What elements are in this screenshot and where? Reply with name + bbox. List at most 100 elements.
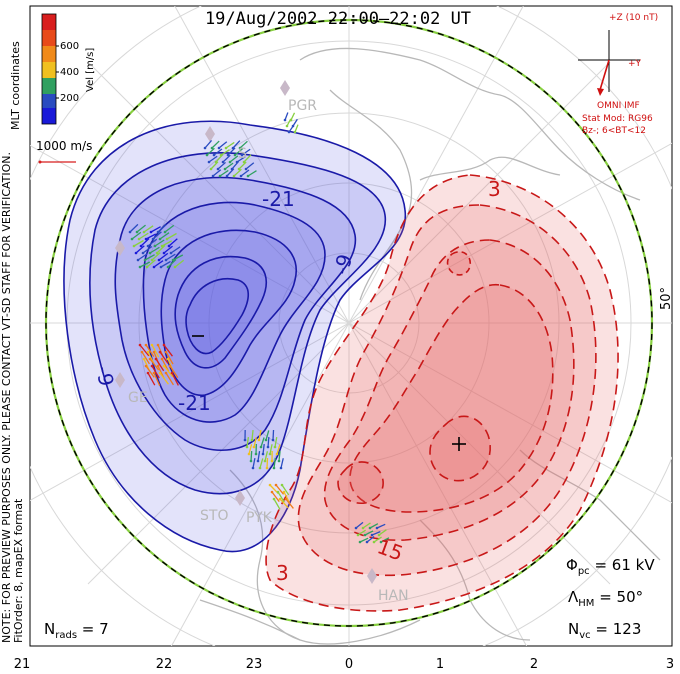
velocity-vector-origin bbox=[270, 490, 274, 494]
velocity-vector-origin bbox=[150, 364, 154, 368]
velocity-vector-origin bbox=[154, 357, 158, 361]
velocity-vector-origin bbox=[156, 230, 160, 234]
velocity-vector-origin bbox=[245, 445, 249, 449]
velocity-vector-origin bbox=[361, 526, 365, 530]
velocity-vector-origin bbox=[156, 364, 160, 368]
velocity-vector-origin bbox=[239, 174, 243, 178]
velocity-vector-origin bbox=[293, 130, 297, 134]
velocity-vector bbox=[227, 147, 236, 156]
velocity-vector-origin bbox=[164, 371, 168, 375]
velocity-vector-origin bbox=[285, 124, 289, 128]
velocity-vector bbox=[269, 444, 273, 455]
velocity-vector-origin bbox=[287, 130, 291, 134]
velocity-vector bbox=[224, 162, 234, 170]
velocity-vector-origin bbox=[368, 526, 372, 530]
imf-clock bbox=[578, 30, 640, 96]
velocity-vector-origin bbox=[256, 459, 260, 463]
velocity-vector bbox=[212, 169, 222, 177]
station-label: GE bbox=[128, 390, 148, 406]
velocity-vector bbox=[145, 365, 155, 378]
velocity-vector-origin bbox=[247, 452, 251, 456]
velocity-vector bbox=[143, 225, 154, 233]
velocity-vector bbox=[171, 372, 179, 386]
velocity-vector-origin bbox=[358, 540, 362, 544]
velocity-vector-origin bbox=[272, 466, 276, 470]
velocity-vector-origin bbox=[143, 258, 147, 262]
velocity-vector bbox=[166, 232, 177, 240]
velocity-vector-origin bbox=[354, 526, 358, 530]
velocity-vector bbox=[165, 253, 176, 261]
preview-note: NOTE: FOR PREVIEW PURPOSES ONLY. PLEASE … bbox=[0, 152, 13, 643]
velocity-vector bbox=[380, 537, 390, 543]
velocity-vector bbox=[272, 429, 275, 441]
velocity-vector bbox=[131, 231, 142, 240]
velocity-vector bbox=[251, 429, 254, 441]
velocity-vector-origin bbox=[166, 265, 170, 269]
velocity-vector-origin bbox=[246, 174, 250, 178]
velocity-vector-origin bbox=[150, 343, 154, 347]
velocity-vector-origin bbox=[258, 466, 262, 470]
velocity-vector-origin bbox=[138, 343, 142, 347]
stat-model: Stat Mod: RG96 bbox=[582, 114, 653, 124]
velocity-vector-origin bbox=[166, 357, 170, 361]
velocity-vector bbox=[364, 530, 374, 536]
imf-source: OMNI IMF bbox=[597, 101, 640, 111]
velocity-vector bbox=[231, 161, 240, 170]
velocity-vector bbox=[279, 498, 289, 509]
velocity-vector bbox=[271, 491, 280, 502]
velocity-vector bbox=[215, 154, 224, 163]
contour-label-positive: 3 bbox=[276, 561, 289, 585]
station-label: HAN bbox=[378, 588, 409, 604]
velocity-vector-origin bbox=[162, 343, 166, 347]
velocity-vector-origin bbox=[268, 483, 272, 487]
velocity-vector bbox=[157, 224, 167, 233]
velocity-vector bbox=[238, 161, 247, 170]
colorbar-tick: 400 bbox=[60, 67, 79, 78]
velocity-vector-origin bbox=[149, 230, 153, 234]
velocity-vector-origin bbox=[279, 466, 283, 470]
velocity-vector bbox=[290, 112, 296, 121]
mlt-tick: 22 bbox=[156, 657, 173, 672]
colorbar-unit: Vel [m/s] bbox=[85, 48, 96, 92]
contour-label-negative: -21 bbox=[262, 187, 295, 211]
velocity-vector-origin bbox=[252, 445, 256, 449]
velocity-vector-origin bbox=[144, 364, 148, 368]
velocity-vector-origin bbox=[211, 174, 215, 178]
velocity-vector bbox=[274, 437, 278, 448]
velocity-vector-origin bbox=[148, 251, 152, 255]
velocity-vector bbox=[266, 457, 269, 469]
map-title: 19/Aug/2002 22:00–22:02 UT bbox=[205, 9, 471, 29]
velocity-vector-origin bbox=[259, 445, 263, 449]
velocity-vector bbox=[248, 444, 253, 455]
imf-y-label: +Y bbox=[628, 59, 642, 69]
velocity-vector-origin bbox=[217, 146, 221, 150]
station-label: STO bbox=[200, 508, 228, 524]
velocity-vector bbox=[275, 484, 285, 495]
velocity-vector-origin bbox=[168, 364, 172, 368]
mlt-tick: 1 bbox=[436, 657, 444, 672]
velocity-vector bbox=[159, 372, 169, 385]
velocity-vector-origin bbox=[284, 497, 288, 501]
velocity-vector-origin bbox=[365, 540, 369, 544]
velocity-vector bbox=[158, 252, 169, 261]
velocity-vector-origin bbox=[152, 265, 156, 269]
velocity-vector-origin bbox=[275, 452, 279, 456]
velocity-vector-origin bbox=[221, 160, 225, 164]
velocity-vector-origin bbox=[158, 237, 162, 241]
velocity-vector bbox=[142, 246, 153, 254]
velocity-vector bbox=[277, 491, 285, 503]
velocity-vector-origin bbox=[250, 438, 254, 442]
velocity-vector-origin bbox=[141, 251, 145, 255]
velocity-vector-origin bbox=[377, 533, 381, 537]
velocity-vector bbox=[257, 451, 261, 462]
velocity-vector bbox=[234, 148, 244, 156]
velocity-vector-origin bbox=[146, 244, 150, 248]
velocity-vector bbox=[273, 498, 281, 510]
velocity-vector-origin bbox=[138, 265, 142, 269]
velocity-vector-origin bbox=[146, 371, 150, 375]
velocity-vector-origin bbox=[271, 438, 275, 442]
velocity-vector-origin bbox=[228, 160, 232, 164]
vector-scale-label: 1000 m/s bbox=[36, 139, 92, 153]
velocity-vector-origin bbox=[142, 357, 146, 361]
velocity-vector bbox=[371, 531, 381, 536]
